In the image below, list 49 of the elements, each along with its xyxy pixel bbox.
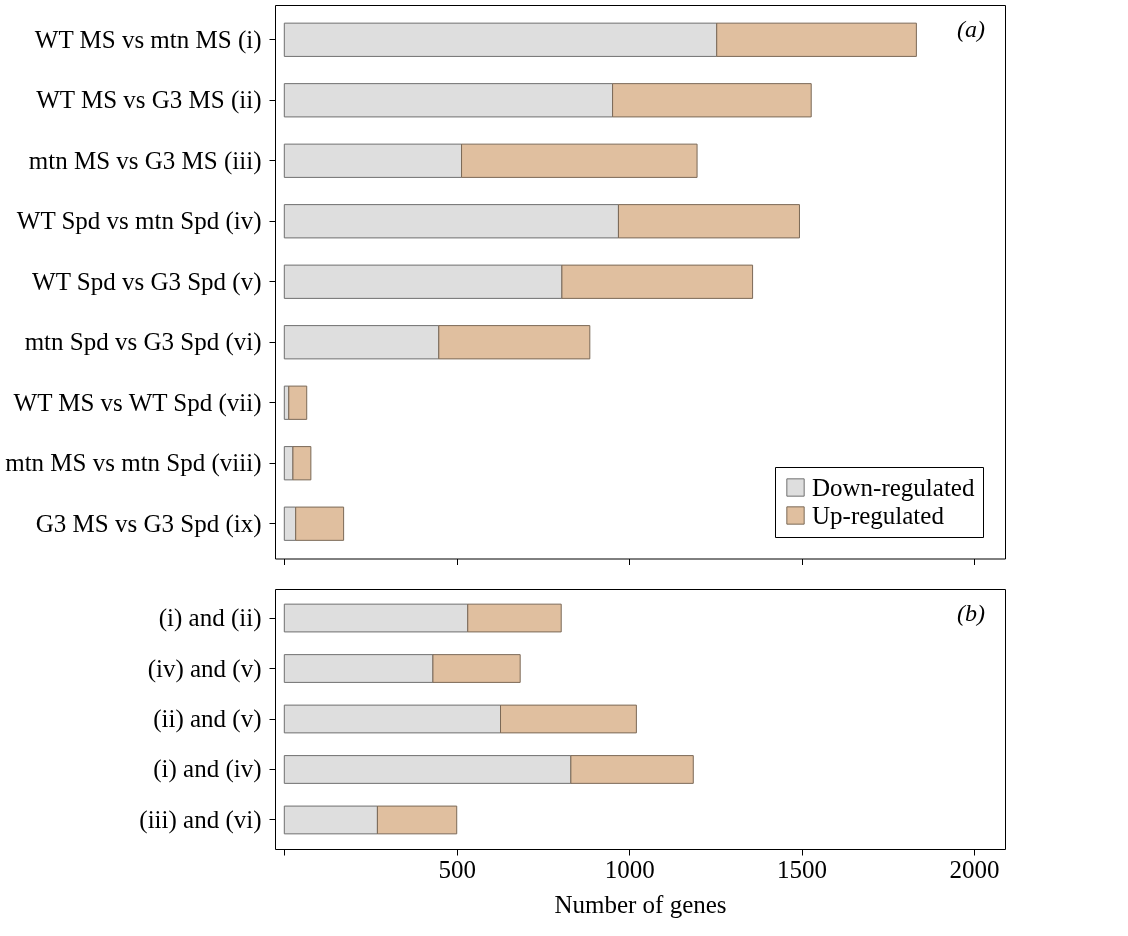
y-tick-label: (iv) and (v) bbox=[147, 654, 262, 683]
bar bbox=[292, 446, 312, 481]
legend-label: Down-regulated bbox=[812, 473, 975, 501]
bar bbox=[288, 385, 308, 420]
bar bbox=[283, 603, 469, 633]
annotation: (b) bbox=[957, 600, 986, 626]
legend-label: Up-regulated bbox=[812, 501, 945, 529]
bar bbox=[716, 22, 917, 57]
y-tick-label: mtn MS vs G3 MS (iii) bbox=[28, 146, 262, 175]
bar bbox=[467, 603, 562, 633]
bar bbox=[283, 654, 434, 683]
bar bbox=[500, 704, 637, 734]
y-tick-label: mtn MS vs mtn Spd (viii) bbox=[5, 449, 262, 478]
bar bbox=[295, 506, 345, 541]
bar bbox=[283, 204, 619, 239]
bar bbox=[283, 325, 440, 360]
bar bbox=[283, 143, 463, 178]
y-tick-label: WT MS vs mtn MS (i) bbox=[34, 25, 262, 54]
y-tick-label: WT Spd vs G3 Spd (v) bbox=[32, 267, 262, 296]
bar bbox=[461, 143, 698, 178]
bar bbox=[432, 654, 521, 683]
bar bbox=[283, 704, 502, 734]
x-axis-title: Number of genes bbox=[554, 890, 727, 918]
x-tick-label: 2000 bbox=[949, 855, 1000, 883]
y-tick-label: mtn Spd vs G3 Spd (vi) bbox=[24, 328, 262, 357]
y-tick-label: (i) and (iv) bbox=[153, 755, 262, 784]
y-tick-label: WT MS vs WT Spd (vii) bbox=[13, 388, 262, 417]
x-tick-label: 500 bbox=[438, 855, 476, 883]
bar bbox=[283, 805, 378, 835]
bar bbox=[283, 755, 572, 784]
bar bbox=[561, 264, 754, 299]
bar bbox=[283, 22, 718, 57]
y-tick-label: (iii) and (vi) bbox=[139, 805, 262, 834]
y-tick-label: G3 MS vs G3 Spd (ix) bbox=[35, 509, 262, 538]
bar bbox=[283, 506, 297, 541]
bar bbox=[617, 204, 800, 239]
y-tick-label: (i) and (ii) bbox=[158, 604, 262, 633]
bar bbox=[612, 83, 812, 118]
bar bbox=[283, 83, 614, 118]
y-tick-label: WT MS vs G3 MS (ii) bbox=[36, 86, 262, 115]
y-tick-label: WT Spd vs mtn Spd (iv) bbox=[16, 207, 262, 236]
bar bbox=[570, 755, 694, 784]
x-tick-label: 1000 bbox=[604, 855, 655, 883]
bar bbox=[283, 264, 563, 299]
y-tick-label: (ii) and (v) bbox=[153, 705, 262, 733]
annotation: (a) bbox=[957, 16, 986, 42]
bar bbox=[438, 325, 591, 360]
bar bbox=[376, 805, 458, 835]
x-tick-label: 1500 bbox=[777, 855, 828, 883]
